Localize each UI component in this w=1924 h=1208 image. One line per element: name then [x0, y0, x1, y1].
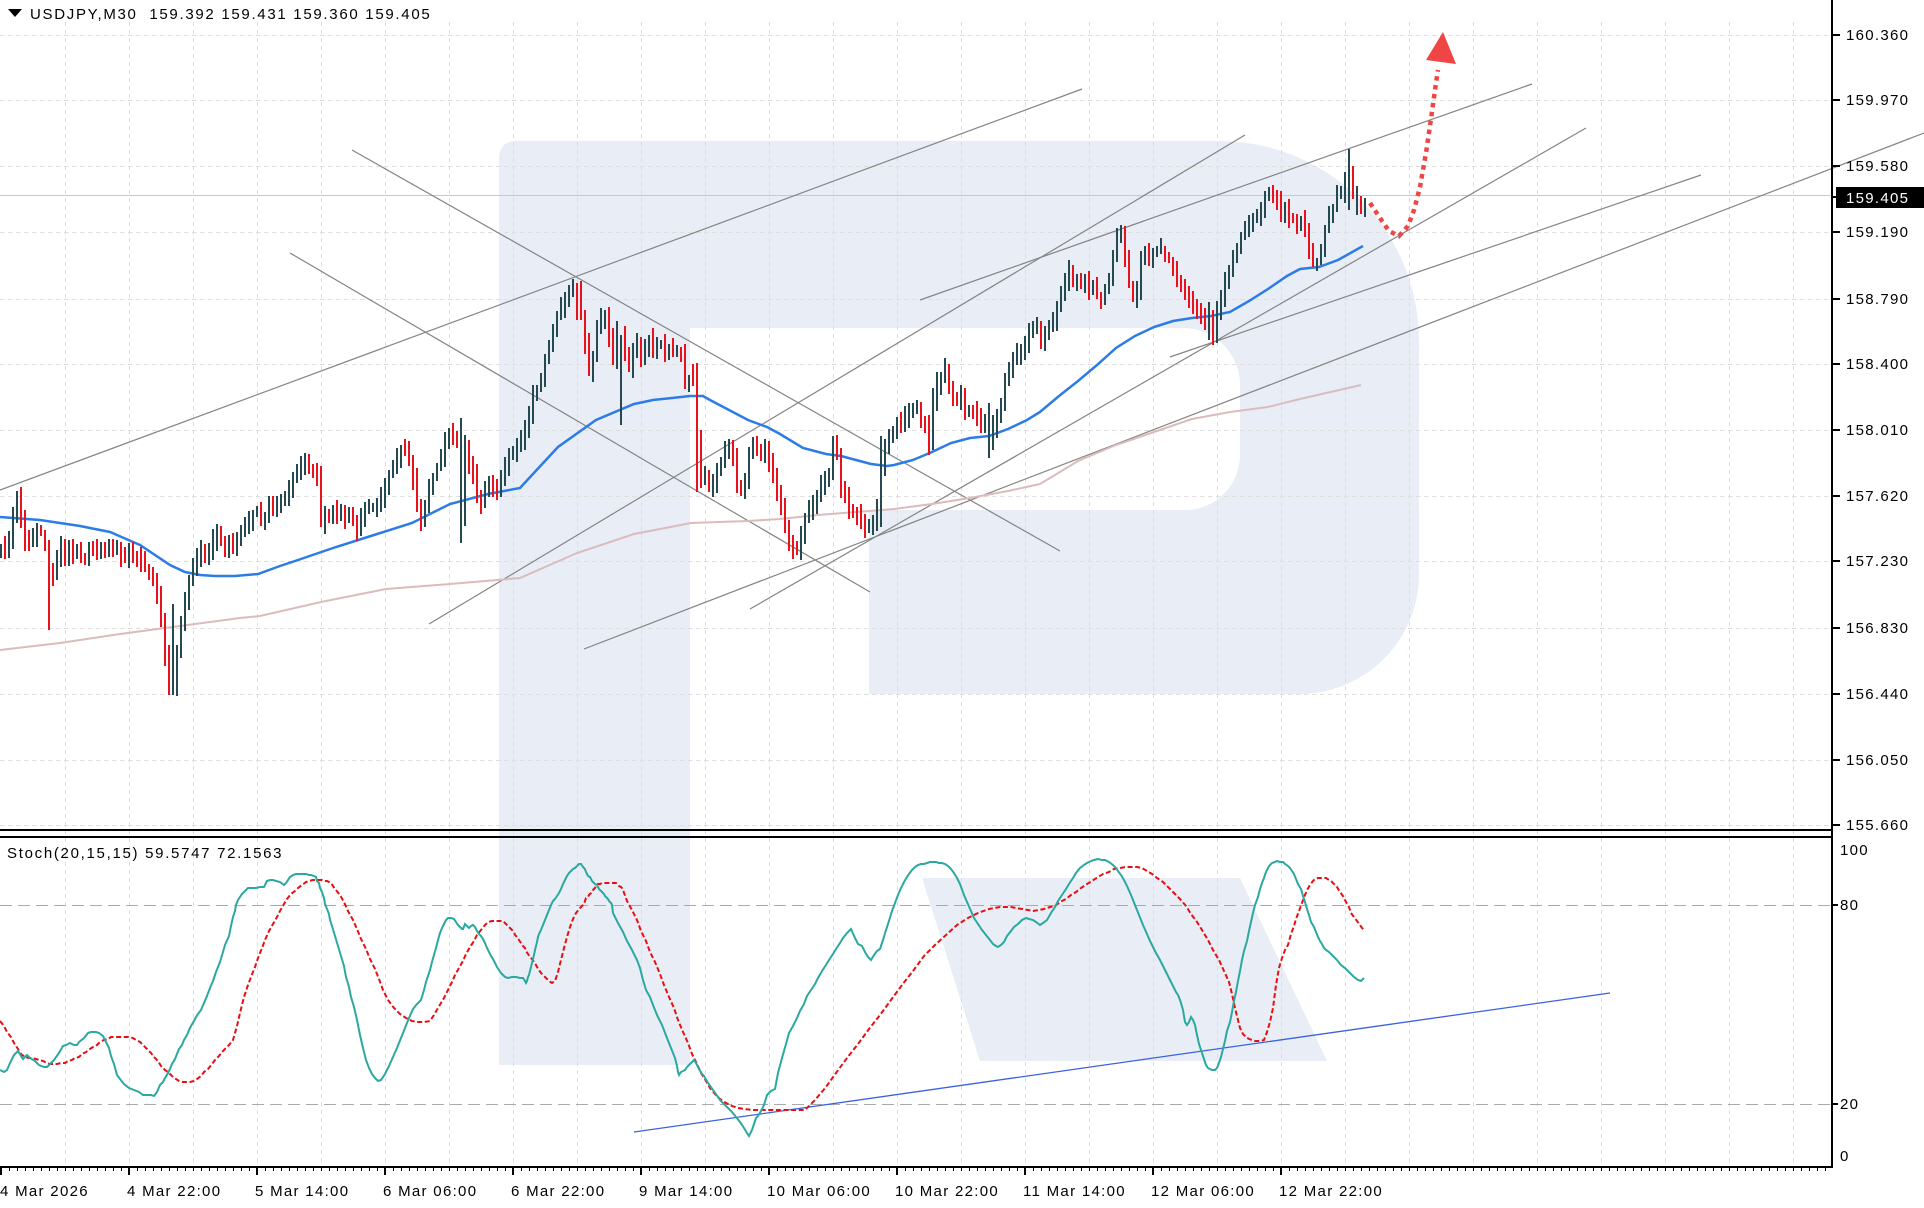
svg-text:159.405: 159.405 — [1846, 190, 1909, 207]
svg-text:160.360: 160.360 — [1846, 27, 1909, 44]
svg-text:157.230: 157.230 — [1846, 553, 1909, 570]
svg-text:156.440: 156.440 — [1846, 686, 1909, 703]
svg-text:156.830: 156.830 — [1846, 620, 1909, 637]
svg-text:5 Mar 14:00: 5 Mar 14:00 — [255, 1183, 349, 1200]
svg-text:158.790: 158.790 — [1846, 291, 1909, 308]
svg-text:4 Mar 2026: 4 Mar 2026 — [0, 1183, 89, 1200]
svg-text:20: 20 — [1840, 1096, 1859, 1113]
svg-text:10 Mar 06:00: 10 Mar 06:00 — [767, 1183, 871, 1200]
svg-text:157.620: 157.620 — [1846, 488, 1909, 505]
svg-text:9 Mar 14:00: 9 Mar 14:00 — [639, 1183, 733, 1200]
svg-text:Stoch(20,15,15) 59.5747 72.156: Stoch(20,15,15) 59.5747 72.1563 — [7, 845, 283, 862]
svg-text:USDJPY,M30 159.392 159.431 15: USDJPY,M30 159.392 159.431 159.360 159.4… — [30, 6, 431, 23]
svg-text:10 Mar 22:00: 10 Mar 22:00 — [895, 1183, 999, 1200]
svg-text:0: 0 — [1840, 1148, 1850, 1165]
svg-text:100: 100 — [1840, 842, 1869, 859]
svg-text:155.660: 155.660 — [1846, 817, 1909, 834]
svg-text:12 Mar 22:00: 12 Mar 22:00 — [1279, 1183, 1383, 1200]
svg-text:12 Mar 06:00: 12 Mar 06:00 — [1151, 1183, 1255, 1200]
svg-text:11 Mar 14:00: 11 Mar 14:00 — [1023, 1183, 1126, 1200]
svg-text:80: 80 — [1840, 897, 1859, 914]
svg-text:4 Mar 22:00: 4 Mar 22:00 — [127, 1183, 221, 1200]
svg-text:158.010: 158.010 — [1846, 422, 1909, 439]
svg-text:159.580: 159.580 — [1846, 158, 1909, 175]
svg-text:6 Mar 06:00: 6 Mar 06:00 — [383, 1183, 477, 1200]
svg-text:159.970: 159.970 — [1846, 92, 1909, 109]
svg-text:158.400: 158.400 — [1846, 356, 1909, 373]
svg-text:159.190: 159.190 — [1846, 224, 1909, 241]
svg-text:6 Mar 22:00: 6 Mar 22:00 — [511, 1183, 605, 1200]
svg-text:156.050: 156.050 — [1846, 752, 1909, 769]
